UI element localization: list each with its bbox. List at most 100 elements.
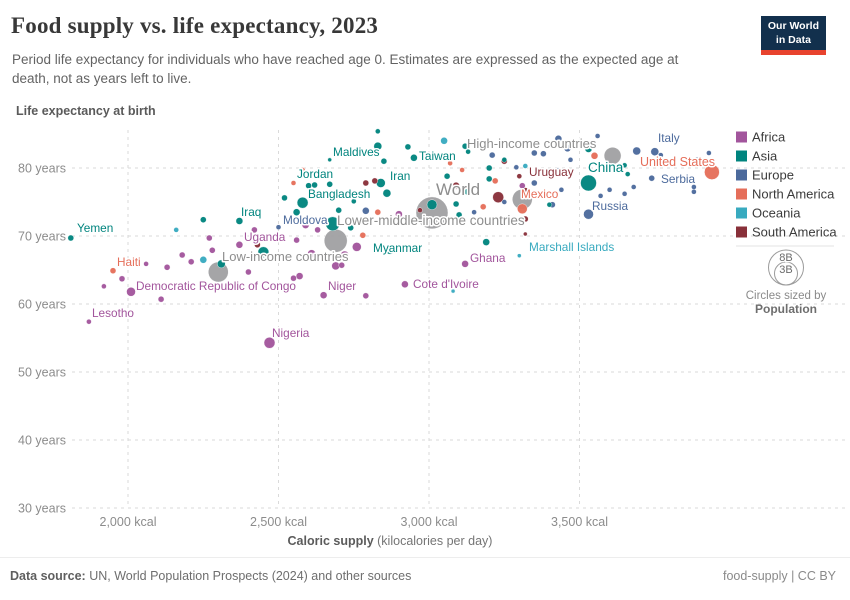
point-maldives[interactable] [327, 157, 332, 163]
point-label-mexico[interactable]: Mexico [520, 186, 561, 203]
data-point[interactable] [558, 187, 565, 193]
data-point[interactable] [101, 283, 107, 289]
point-mexico[interactable] [517, 203, 528, 215]
data-point[interactable] [200, 216, 207, 223]
point-label-low-income-countries[interactable]: Low-income countries [221, 248, 351, 266]
point-lesotho[interactable] [86, 319, 92, 325]
data-point[interactable] [521, 187, 529, 195]
data-point[interactable] [523, 231, 528, 237]
data-point[interactable] [706, 150, 712, 156]
point-haiti[interactable] [109, 267, 117, 274]
data-point[interactable] [519, 182, 526, 189]
point-label-haiti[interactable]: Haiti [116, 254, 143, 271]
data-point[interactable] [531, 149, 538, 157]
legend-item-europe[interactable]: Europe [736, 168, 794, 183]
data-point[interactable] [257, 246, 270, 259]
point-label-serbia[interactable]: Serbia [660, 171, 698, 188]
data-point[interactable] [338, 262, 345, 269]
data-point[interactable] [359, 232, 366, 239]
point-label-world[interactable]: World [435, 179, 482, 201]
data-point[interactable] [251, 226, 258, 234]
data-point[interactable] [450, 288, 456, 294]
data-point[interactable] [254, 241, 261, 249]
data-point[interactable] [275, 254, 282, 261]
point-label-lower-middle-income-countries[interactable]: Lower-middle-income countries [336, 212, 527, 230]
data-point[interactable] [486, 175, 493, 183]
data-point[interactable] [307, 249, 316, 258]
data-point[interactable] [631, 184, 637, 190]
data-point[interactable] [546, 201, 553, 208]
data-point[interactable] [465, 148, 471, 155]
data-point[interactable] [513, 164, 519, 171]
point-label-ghana[interactable]: Ghana [469, 250, 508, 267]
data-point[interactable] [459, 167, 465, 173]
data-point[interactable] [464, 188, 472, 196]
point-label-nigeria[interactable]: Nigeria [271, 325, 312, 342]
data-point[interactable] [443, 172, 451, 180]
data-point[interactable] [452, 181, 460, 190]
data-point[interactable] [594, 133, 601, 139]
data-point[interactable] [352, 242, 362, 252]
point-iraq[interactable] [235, 217, 244, 225]
data-point[interactable] [362, 292, 369, 299]
data-point[interactable] [187, 258, 195, 265]
data-point[interactable] [373, 141, 382, 151]
data-point[interactable] [567, 157, 574, 163]
data-point[interactable] [293, 236, 300, 244]
data-point[interactable] [691, 189, 697, 195]
data-point[interactable] [417, 207, 423, 213]
data-point[interactable] [371, 177, 378, 185]
data-point[interactable] [351, 198, 357, 205]
point-label-china[interactable]: China [587, 159, 626, 177]
data-point[interactable] [621, 162, 628, 169]
point-cote-d-ivoire[interactable] [401, 280, 409, 288]
point-label-marshall-islands[interactable]: Marshall Islands [528, 239, 616, 256]
data-point[interactable] [480, 203, 487, 211]
data-point[interactable] [206, 234, 213, 242]
data-point[interactable] [375, 128, 381, 135]
data-point[interactable] [492, 177, 499, 185]
data-point[interactable] [501, 199, 507, 205]
point-ghana[interactable] [461, 260, 469, 268]
data-point[interactable] [522, 215, 529, 223]
point-label-moldova[interactable]: Moldova [282, 212, 330, 229]
point-label-bangladesh[interactable]: Bangladesh [307, 186, 372, 203]
data-point[interactable] [694, 157, 700, 163]
point-yemen[interactable] [67, 234, 75, 242]
data-point[interactable] [290, 275, 297, 282]
point-taiwan[interactable] [410, 154, 418, 162]
point-label-russia[interactable]: Russia [591, 198, 630, 215]
data-point[interactable] [118, 275, 126, 282]
data-point[interactable] [340, 250, 349, 260]
data-point[interactable] [157, 296, 165, 303]
point-label-taiwan[interactable]: Taiwan [418, 148, 458, 165]
data-point[interactable] [314, 226, 321, 234]
data-point[interactable] [362, 207, 370, 215]
data-point[interactable] [452, 200, 460, 208]
data-point[interactable] [658, 152, 664, 158]
data-point[interactable] [621, 191, 628, 197]
data-point[interactable] [426, 199, 438, 210]
data-point[interactable] [531, 179, 538, 187]
data-point[interactable] [163, 264, 171, 271]
point-label-iran[interactable]: Iran [389, 168, 412, 185]
data-point[interactable] [597, 193, 604, 199]
point-russia[interactable] [583, 208, 594, 220]
legend-item-south-america[interactable]: South America [736, 225, 837, 240]
point-label-myanmar[interactable]: Myanmar [372, 240, 424, 257]
point-label-uganda[interactable]: Uganda [243, 229, 288, 246]
data-point[interactable] [290, 180, 297, 186]
point-myanmar[interactable] [385, 246, 395, 255]
point-label-italy[interactable]: Italy [657, 130, 682, 147]
point-marshall-islands[interactable] [517, 253, 522, 258]
data-point[interactable] [217, 259, 226, 269]
data-point[interactable] [199, 256, 208, 264]
point-label-maldives[interactable]: Maldives [332, 144, 382, 161]
point-label-jordan[interactable]: Jordan [296, 166, 335, 183]
data-point[interactable] [325, 216, 340, 232]
data-point[interactable] [335, 206, 342, 214]
data-point[interactable] [178, 251, 186, 259]
legend-item-africa[interactable]: Africa [736, 130, 786, 145]
point-label-cote-d-ivoire[interactable]: Cote d'Ivoire [412, 276, 481, 293]
data-point[interactable] [540, 150, 547, 157]
